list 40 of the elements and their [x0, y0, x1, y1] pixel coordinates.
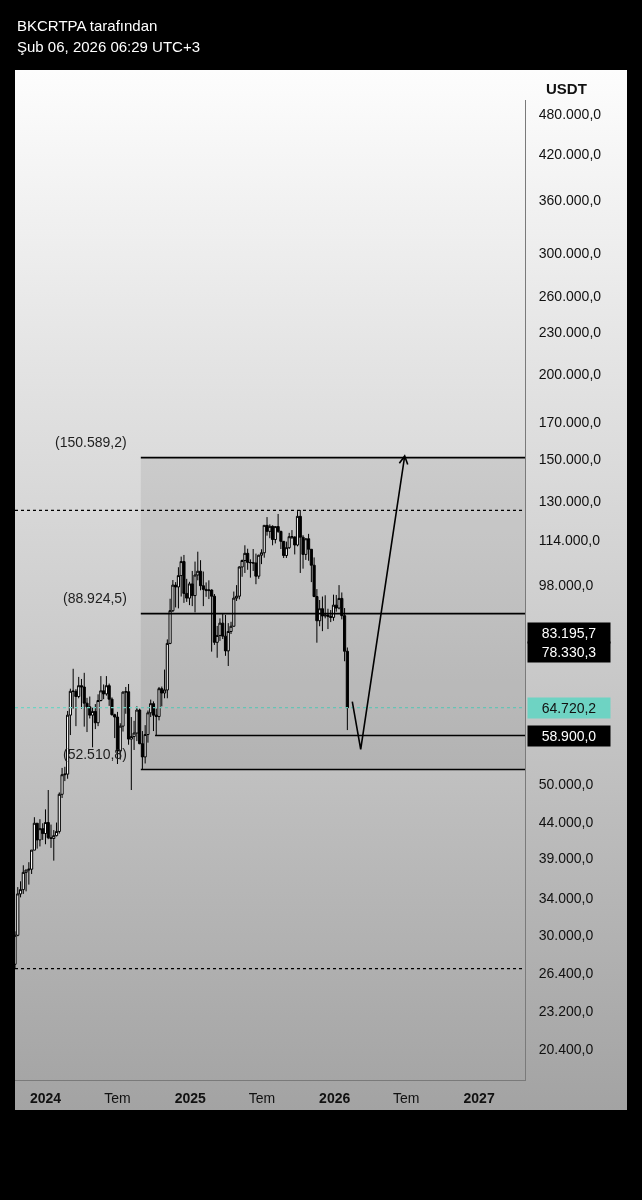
- y-tick-label: 30.000,0: [538, 927, 594, 944]
- y-tick-label: 170.000,0: [538, 413, 602, 430]
- y-axis-title: USDT: [546, 80, 587, 97]
- annotation: 58.900,0: [541, 728, 597, 744]
- candlestick: [243, 544, 247, 574]
- chart-title: BKCRTPA tarafından: [17, 17, 158, 34]
- y-tick-label: 20.400,0: [538, 1041, 594, 1058]
- y-tick-label: 260.000,0: [538, 287, 602, 304]
- chart-subtitle: Şub 06, 2026 06:29 UTC+3: [17, 38, 201, 55]
- ref-line-label: 64.720,2: [541, 700, 597, 716]
- annotation: (150.589,2): [55, 434, 127, 450]
- y-tick-label: 420.000,0: [538, 145, 602, 162]
- candlestick: [254, 553, 258, 585]
- y-tick-label: 130.000,0: [538, 493, 602, 510]
- y-tick-label: 480.000,0: [538, 106, 602, 123]
- candlestick: [38, 818, 42, 847]
- x-tick-label: 2025: [174, 1089, 207, 1106]
- y-tick-label: 23.200,0: [538, 1003, 594, 1020]
- y-tick-label: 98.000,0: [538, 576, 594, 593]
- y-tick-label: 39.000,0: [538, 849, 594, 866]
- x-tick-label: 2026: [319, 1089, 351, 1106]
- y-tick-label: 44.000,0: [538, 813, 594, 830]
- y-tick-label: 26.400,0: [538, 965, 594, 982]
- x-tick-label: Tem: [248, 1089, 276, 1106]
- x-tick-label: Tem: [393, 1089, 420, 1106]
- x-tick-label: 2027: [463, 1089, 495, 1106]
- x-tick-label: 2024: [29, 1089, 62, 1106]
- y-tick-label: 360.000,0: [538, 191, 602, 208]
- candlestick: [182, 554, 186, 604]
- annotation: (88.924,5): [63, 590, 127, 606]
- y-tick-label: 230.000,0: [538, 324, 602, 341]
- x-tick-label: Tem: [104, 1089, 131, 1106]
- y-tick-label: 34.000,0: [538, 890, 594, 907]
- y-tick-label: 200.000,0: [538, 365, 602, 382]
- candlestick: [21, 864, 25, 895]
- y-tick-label: 114.000,0: [538, 531, 601, 548]
- y-tick-label: 150.000,0: [538, 450, 602, 467]
- y-tick-label: 300.000,0: [538, 245, 602, 262]
- candlestick: [82, 672, 86, 728]
- y-tick-label: 50.000,0: [538, 775, 594, 792]
